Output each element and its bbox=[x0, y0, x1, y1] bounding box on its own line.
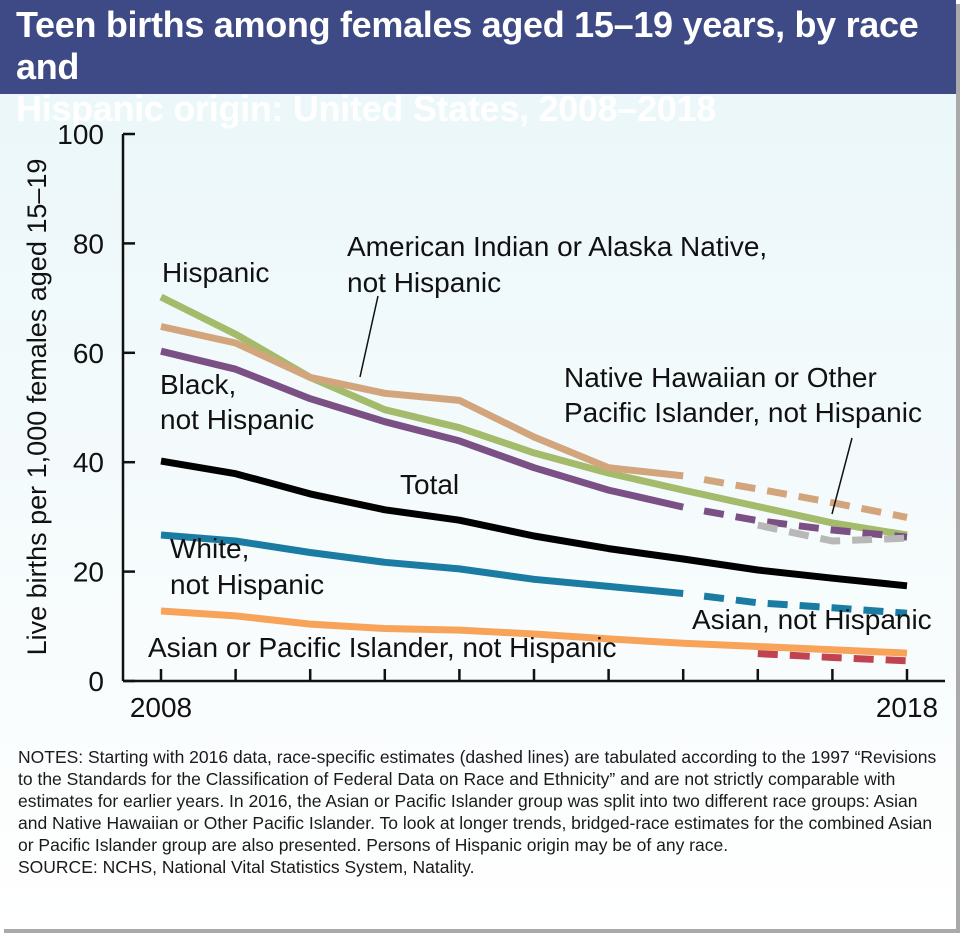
y-tick-label: 20 bbox=[73, 557, 104, 588]
label-aian-line1: American Indian or Alaska Native, bbox=[347, 231, 767, 262]
chart-notes: NOTES: Starting with 2016 data, race-spe… bbox=[18, 746, 948, 878]
label-asian: Asian, not Hispanic bbox=[692, 604, 932, 635]
label-nhopi-line2: Pacific Islander, not Hispanic bbox=[564, 397, 922, 428]
chart-title-line1: Teen births among females aged 15–19 yea… bbox=[16, 4, 919, 87]
series-line-total bbox=[160, 457, 908, 590]
label-black-line2: not Hispanic bbox=[160, 404, 314, 435]
leader-lines bbox=[359, 295, 853, 515]
series-line-asian-or-pacific-islander-not-hispanic bbox=[160, 607, 908, 657]
x-tick-label: 2018 bbox=[876, 692, 938, 723]
label-aian-line2: not Hispanic bbox=[347, 267, 501, 298]
series-dashed-native-hawaiian-or-other-pacific-islander-not-hispanic bbox=[757, 521, 908, 545]
x-ticks: 2008 2018 bbox=[130, 669, 938, 723]
series-dashed-black-not-hispanic bbox=[703, 507, 908, 541]
line-chart: 0 20 40 60 80 100 2008 2018 Live births per 1,… bbox=[22, 119, 945, 723]
y-tick-label: 40 bbox=[73, 447, 104, 478]
series-line-white-not-hispanic bbox=[160, 531, 684, 597]
series-line-black-not-hispanic bbox=[160, 347, 684, 511]
title-bar: Teen births among females aged 15–19 yea… bbox=[0, 0, 956, 129]
series-dashed-american-indian-or-alaska-native-not-hispanic bbox=[703, 476, 908, 521]
label-white-line2: not Hispanic bbox=[170, 569, 324, 600]
series-lines bbox=[159, 293, 908, 665]
aian-leader-line bbox=[359, 295, 379, 378]
label-black-line1: Black, bbox=[160, 369, 236, 400]
y-tick-label: 100 bbox=[57, 119, 104, 150]
series-dashed-asian-not-hispanic bbox=[757, 650, 908, 665]
series-dashed-white-not-hispanic bbox=[703, 592, 908, 617]
y-ticks: 0 20 40 60 80 100 bbox=[57, 119, 135, 697]
label-total: Total bbox=[400, 469, 459, 500]
source-text: SOURCE: NCHS, National Vital Statistics … bbox=[18, 857, 475, 877]
chart-title: Teen births among females aged 15–19 yea… bbox=[16, 4, 946, 130]
label-hispanic: Hispanic bbox=[162, 257, 269, 288]
nhopi-leader-line bbox=[831, 437, 853, 515]
y-tick-label: 60 bbox=[73, 338, 104, 369]
series-labels: Hispanic American Indian or Alaska Nativ… bbox=[148, 231, 932, 663]
label-white-line1: White, bbox=[170, 533, 249, 564]
series-line-american-indian-or-alaska-native-not-hispanic bbox=[160, 323, 684, 480]
y-axis-label: Live births per 1,000 females aged 15–19 bbox=[22, 159, 52, 656]
x-tick-label: 2008 bbox=[130, 692, 192, 723]
y-tick-label: 80 bbox=[73, 228, 104, 259]
label-api: Asian or Pacific Islander, not Hispanic bbox=[148, 632, 616, 663]
chart-title-line2: Hispanic origin: United States, 2008–201… bbox=[16, 88, 716, 129]
notes-text: NOTES: Starting with 2016 data, race-spe… bbox=[18, 747, 937, 855]
label-nhopi-line1: Native Hawaiian or Other bbox=[564, 362, 877, 393]
y-tick-label: 0 bbox=[88, 666, 104, 697]
